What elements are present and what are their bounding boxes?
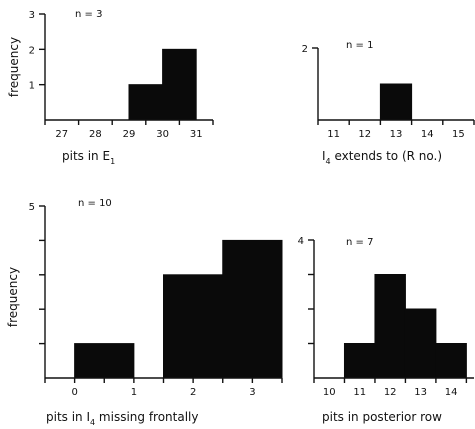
x-axis-label: I4 extends to (R no.) — [322, 149, 442, 166]
x-tick-label: 14 — [445, 387, 458, 398]
histogram-panel-2: 11 12 13 14 15 2 n = 1 I4 extends to (R no.) — [302, 40, 475, 166]
x-tick-label: 2 — [190, 387, 196, 398]
x-tick-label: 13 — [390, 129, 403, 140]
x-tick-label: 10 — [323, 387, 336, 398]
x-tick-label: 0 — [71, 387, 77, 398]
x-tick-label: 29 — [123, 129, 136, 140]
histogram-bar — [404, 308, 437, 379]
sample-size-label: n = 7 — [346, 237, 373, 248]
histogram-panel-4: 10 11 12 13 14 4 n = 7 pits in posterior row — [298, 236, 474, 424]
y-tick-label: 3 — [29, 10, 35, 21]
x-tick-label: 3 — [249, 387, 255, 398]
x-axis-label: pits in posterior row — [322, 410, 442, 424]
y-tick-label: 4 — [298, 236, 304, 247]
x-tick-label: 14 — [421, 129, 434, 140]
x-tick-label: 31 — [190, 129, 203, 140]
x-tick-label: 1 — [131, 387, 137, 398]
histogram-panel-1: 27 28 29 30 31 1 2 3 n = 3 frequency pits in E1 — [7, 9, 214, 166]
histogram-bar — [374, 274, 406, 379]
sample-size-label: n = 3 — [75, 9, 102, 20]
x-axis-label: pits in I4 missing frontally — [46, 410, 199, 427]
y-tick-label: 5 — [29, 202, 35, 213]
x-tick-label: 11 — [353, 387, 366, 398]
x-tick-label: 13 — [414, 387, 427, 398]
y-axis-label: frequency — [6, 267, 20, 327]
x-tick-label: 28 — [89, 129, 102, 140]
x-tick-label: 12 — [384, 387, 397, 398]
x-tick-label: 15 — [452, 129, 465, 140]
y-tick-label: 2 — [29, 45, 35, 56]
histogram-bar — [74, 343, 135, 379]
sample-size-label: n = 10 — [78, 198, 112, 209]
sample-size-label: n = 1 — [346, 40, 373, 51]
y-tick-label: 2 — [302, 44, 308, 55]
histogram-bar — [343, 343, 376, 379]
histogram-bar — [128, 84, 164, 121]
y-tick-label: 1 — [29, 81, 35, 92]
histogram-bar — [222, 239, 283, 379]
histogram-bar — [435, 343, 467, 379]
histogram-panel-3: 0 1 2 3 5 n = 10 frequency pits in I4 missing f… — [6, 198, 283, 427]
x-tick-label: 27 — [55, 129, 68, 140]
x-tick-label: 11 — [327, 129, 340, 140]
histogram-bar — [379, 83, 413, 121]
x-tick-label: 30 — [156, 129, 169, 140]
x-axis-label: pits in E1 — [62, 149, 115, 166]
histogram-bar — [162, 48, 197, 121]
histogram-bar — [163, 274, 224, 379]
y-axis-label: frequency — [7, 37, 21, 97]
x-tick-label: 12 — [358, 129, 371, 140]
